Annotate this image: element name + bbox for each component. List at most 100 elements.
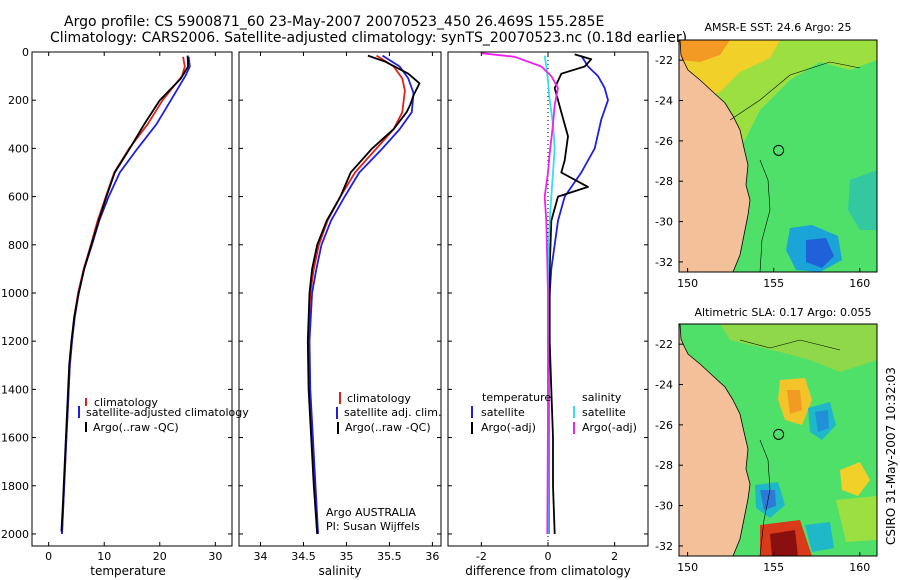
y-tick-label: 400 [8, 142, 29, 155]
x-tick-label: 36 [425, 550, 439, 563]
x-tick-label: 0 [545, 550, 552, 563]
legend-argo: Argo(..raw -QC) [345, 421, 431, 434]
y-tick-label: 800 [8, 239, 29, 252]
credit-line-2: PI: Susan Wijffels [326, 520, 420, 533]
map-y-tick-label: -30 [655, 500, 673, 513]
legend-sal-argo: Argo(-adj) [582, 421, 637, 434]
sst-contour-2 [759, 159, 771, 272]
sla-map: Altimetric SLA: 0.17 Argo: 0.055 150 155 1… [655, 306, 878, 574]
difference-series-3 [481, 52, 559, 535]
legend-temp-argo: Argo(-adj) [481, 421, 536, 434]
x-tick-label: 20 [153, 550, 167, 563]
temperature-series-2 [60, 55, 190, 532]
sst-hot-spot [679, 40, 730, 62]
legend-argo: Argo(..raw -QC) [93, 421, 179, 434]
sst-float-marker [773, 144, 785, 156]
temperature-series-1 [61, 56, 191, 535]
y-tick-label: 1800 [1, 480, 29, 493]
x-tick-label: -2 [476, 550, 487, 563]
y-tick-label: 600 [8, 191, 29, 204]
x-tick-label: 35 [339, 550, 353, 563]
map-y-tick-label: -24 [655, 95, 673, 108]
salinity-series-1 [308, 54, 415, 535]
map-y-tick-label: -28 [655, 175, 673, 188]
sla-low-3 [805, 522, 834, 552]
legend-salinity-title: salinity [582, 391, 622, 404]
sst-cold-spot [806, 238, 834, 268]
sla-contour-1 [739, 339, 841, 351]
sst-map-field [679, 40, 877, 272]
map-x-tick-label: 160 [849, 561, 870, 574]
x-tick-label: 0 [45, 550, 52, 563]
map-y-tick-label: -32 [655, 540, 673, 553]
sst-map: AMSR-E SST: 24.6 Argo: 25 150 155 160 -22 -2… [655, 21, 878, 290]
map-y-tick-label: -28 [655, 459, 673, 472]
temperature-ticks: 0 10 20 30 0 200 400 600 800 1000 1200 1400 1600 1800… [1, 46, 232, 563]
sst-map-frame [678, 39, 878, 273]
sla-map-field [679, 324, 877, 556]
sla-low-1-core [815, 410, 829, 432]
x-tick-label: 34.5 [291, 550, 316, 563]
sla-land-australia [679, 324, 751, 556]
temperature-xlabel: temperature [90, 564, 165, 578]
x-tick-label: 30 [208, 550, 222, 563]
salinity-series-2 [306, 54, 421, 535]
temperature-series-0 [61, 56, 186, 535]
temperature-panel: 0 10 20 30 0 200 400 600 800 1000 1200 1400 1600 1800… [1, 46, 249, 578]
sst-map-title: AMSR-E SST: 24.6 Argo: 25 [704, 21, 851, 34]
y-tick-label: 1600 [1, 432, 29, 445]
temperature-lines [60, 55, 191, 535]
sla-map-title: Altimetric SLA: 0.17 Argo: 0.055 [694, 306, 871, 319]
sla-contour-2 [759, 439, 771, 556]
y-tick-label: 0 [22, 46, 29, 59]
legend-climatology: climatology [94, 396, 158, 409]
difference-series-1 [548, 53, 593, 535]
legend-satellite-adj: satellite adj. clim. [344, 406, 441, 419]
y-tick-label: 2000 [1, 528, 29, 541]
title-line-2: Climatology: CARS2006. Satellite-adjuste… [50, 30, 688, 46]
sla-high-2 [840, 462, 870, 496]
x-tick-label: 10 [97, 550, 111, 563]
difference-xlabel: difference from climatology [465, 564, 631, 578]
salinity-ticks: 34 34.5 35 35.5 36 [239, 51, 441, 563]
y-tick-label: 1000 [1, 287, 29, 300]
salinity-legend: climatology satellite adj. clim. Argo(..… [336, 392, 441, 434]
sla-high-1-core [787, 390, 802, 414]
salinity-panel: 34 34.5 35 35.5 36 salinity climatology sate… [238, 51, 442, 578]
salinity-lines [306, 54, 421, 535]
temperature-legend: climatology satellite-adjusted climatolo… [78, 396, 249, 434]
map-y-tick-label: -32 [655, 256, 673, 269]
map-y-tick-label: -24 [655, 379, 673, 392]
x-tick-label: 34 [253, 550, 267, 563]
y-tick-label: 1400 [1, 383, 29, 396]
salinity-series-0 [307, 54, 406, 535]
y-tick-label: 1200 [1, 335, 29, 348]
sla-float-marker [773, 428, 785, 440]
sla-high-3-core [770, 530, 798, 556]
sst-land-australia [679, 40, 751, 272]
x-tick-label: 35.5 [377, 550, 402, 563]
sla-band-north [720, 324, 877, 372]
map-y-tick-label: -22 [655, 338, 673, 351]
map-y-tick-label: -30 [655, 216, 673, 229]
legend-sal-satellite: satellite [582, 406, 626, 419]
legend-climatology: climatology [347, 392, 411, 405]
map-x-tick-label: 150 [677, 277, 698, 290]
legend-temperature-title: temperature [482, 391, 551, 404]
map-x-tick-label: 150 [677, 561, 698, 574]
difference-series-0 [547, 55, 609, 534]
difference-lines [481, 52, 609, 535]
salinity-xlabel: salinity [318, 564, 361, 578]
credit-line-1: Argo AUSTRALIA [326, 506, 416, 519]
x-tick-label: 2 [611, 550, 618, 563]
sla-map-frame [678, 323, 878, 557]
sla-band-east [836, 496, 877, 542]
sla-map-ticks: 150 155 160 -22 -24 -26 -28 -30 -32 [655, 338, 870, 574]
map-y-tick-label: -26 [655, 419, 673, 432]
legend-satellite-adjusted: satellite-adjusted climatology [86, 406, 249, 419]
legend-temp-satellite: satellite [481, 406, 525, 419]
map-y-tick-label: -26 [655, 135, 673, 148]
salinity-frame [238, 51, 442, 547]
title-line-1: Argo profile: CS 5900871_60 23-May-2007 … [64, 14, 605, 30]
y-tick-label: 200 [8, 94, 29, 107]
